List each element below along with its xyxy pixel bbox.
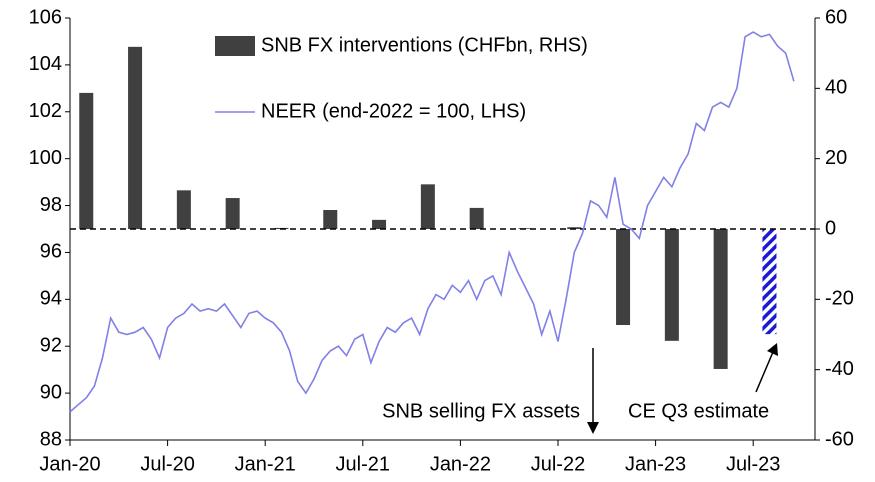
bar <box>762 229 777 335</box>
arrow-head <box>587 422 599 434</box>
y2-tick-label: 0 <box>825 217 836 239</box>
y2-tick-label: 60 <box>825 6 847 28</box>
legend-label: NEER (end-2022 = 100, LHS) <box>261 100 526 122</box>
y-tick-label: 90 <box>40 381 62 403</box>
bar <box>713 229 728 369</box>
arrow-head <box>767 343 778 356</box>
y-tick-label: 106 <box>29 6 62 28</box>
y-tick-label: 94 <box>40 288 62 310</box>
bar <box>176 190 191 229</box>
x-tick-label: Jul-20 <box>140 453 194 475</box>
y2-tick-label: -60 <box>825 428 854 450</box>
legend-label: SNB FX interventions (CHFbn, RHS) <box>261 34 588 56</box>
y-tick-label: 92 <box>40 335 62 357</box>
annotation: SNB selling FX assets <box>382 400 580 422</box>
bar <box>128 46 143 229</box>
x-tick-label: Jan-20 <box>39 453 100 475</box>
y-tick-label: 96 <box>40 241 62 263</box>
line <box>69 31 795 413</box>
bar <box>420 184 435 229</box>
x-tick-label: Jul-23 <box>726 453 780 475</box>
legend-swatch <box>215 36 255 56</box>
x-tick-label: Jul-22 <box>531 453 585 475</box>
y-tick-label: 88 <box>40 428 62 450</box>
bar <box>469 207 484 229</box>
bar <box>323 210 338 229</box>
y2-tick-label: -40 <box>825 358 854 380</box>
bar <box>616 229 631 326</box>
y2-tick-label: 40 <box>825 77 847 99</box>
y-tick-label: 102 <box>29 100 62 122</box>
x-tick-label: Jan-21 <box>235 453 296 475</box>
x-tick-label: Jan-22 <box>430 453 491 475</box>
y2-tick-label: -20 <box>825 288 854 310</box>
y-tick-label: 104 <box>29 53 62 75</box>
bar <box>664 229 679 341</box>
annotation: CE Q3 estimate <box>628 400 769 422</box>
bar <box>225 198 240 229</box>
bar <box>79 92 94 229</box>
y2-tick-label: 20 <box>825 147 847 169</box>
x-tick-label: Jul-21 <box>336 453 390 475</box>
bar <box>372 219 387 229</box>
x-tick-label: Jan-23 <box>625 453 686 475</box>
y-tick-label: 100 <box>29 147 62 169</box>
annotation-arrow <box>755 351 774 393</box>
bar <box>567 227 582 229</box>
y-tick-label: 98 <box>40 194 62 216</box>
